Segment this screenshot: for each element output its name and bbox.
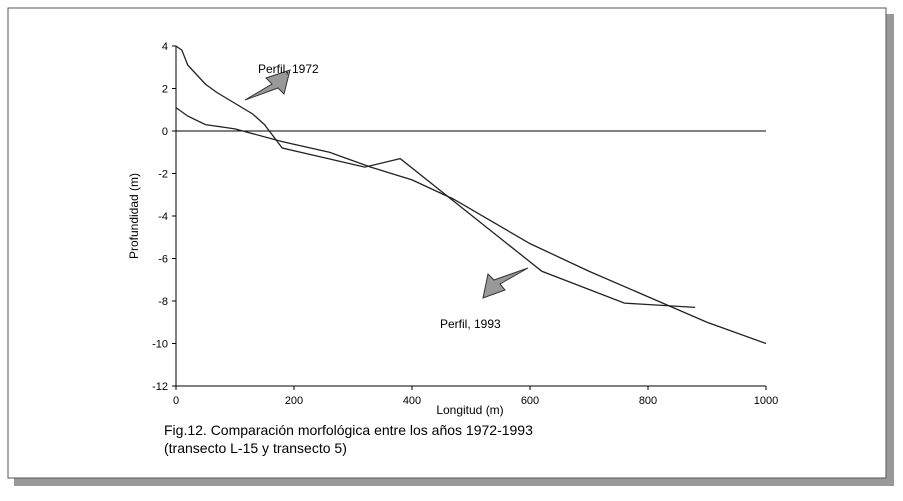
annotation: Perfil, 1972 [258, 62, 319, 76]
caption: Fig.12. Comparación morfológica entre lo… [164, 422, 533, 438]
x-tick-label: 600 [521, 395, 539, 407]
y-axis-label: Profundidad (m) [127, 173, 141, 259]
y-tick-label: 4 [162, 41, 168, 53]
line-series [175, 45, 696, 309]
x-tick-label: 800 [639, 395, 657, 407]
annotation: Perfil, 1993 [440, 317, 501, 331]
x-tick-label: 1000 [754, 395, 778, 407]
line-series [175, 107, 767, 345]
arrow-1972 [244, 69, 291, 101]
y-tick-label: -12 [152, 381, 168, 393]
x-tick-label: 400 [403, 395, 421, 407]
y-tick-label: -8 [158, 296, 168, 308]
y-tick-label: -4 [158, 211, 168, 223]
y-tick-label: -2 [158, 169, 168, 181]
y-tick-label: 2 [162, 84, 168, 96]
arrow-1993 [482, 267, 529, 299]
y-tick-label: -10 [152, 339, 168, 351]
caption: (transecto L-15 y transecto 5) [164, 440, 347, 456]
x-axis-label: Longitud (m) [436, 403, 503, 417]
y-tick-label: -6 [158, 254, 168, 266]
frame [7, 7, 887, 479]
x-tick-label: 0 [173, 395, 179, 407]
y-tick-label: 0 [162, 126, 168, 138]
x-tick-label: 200 [285, 395, 303, 407]
